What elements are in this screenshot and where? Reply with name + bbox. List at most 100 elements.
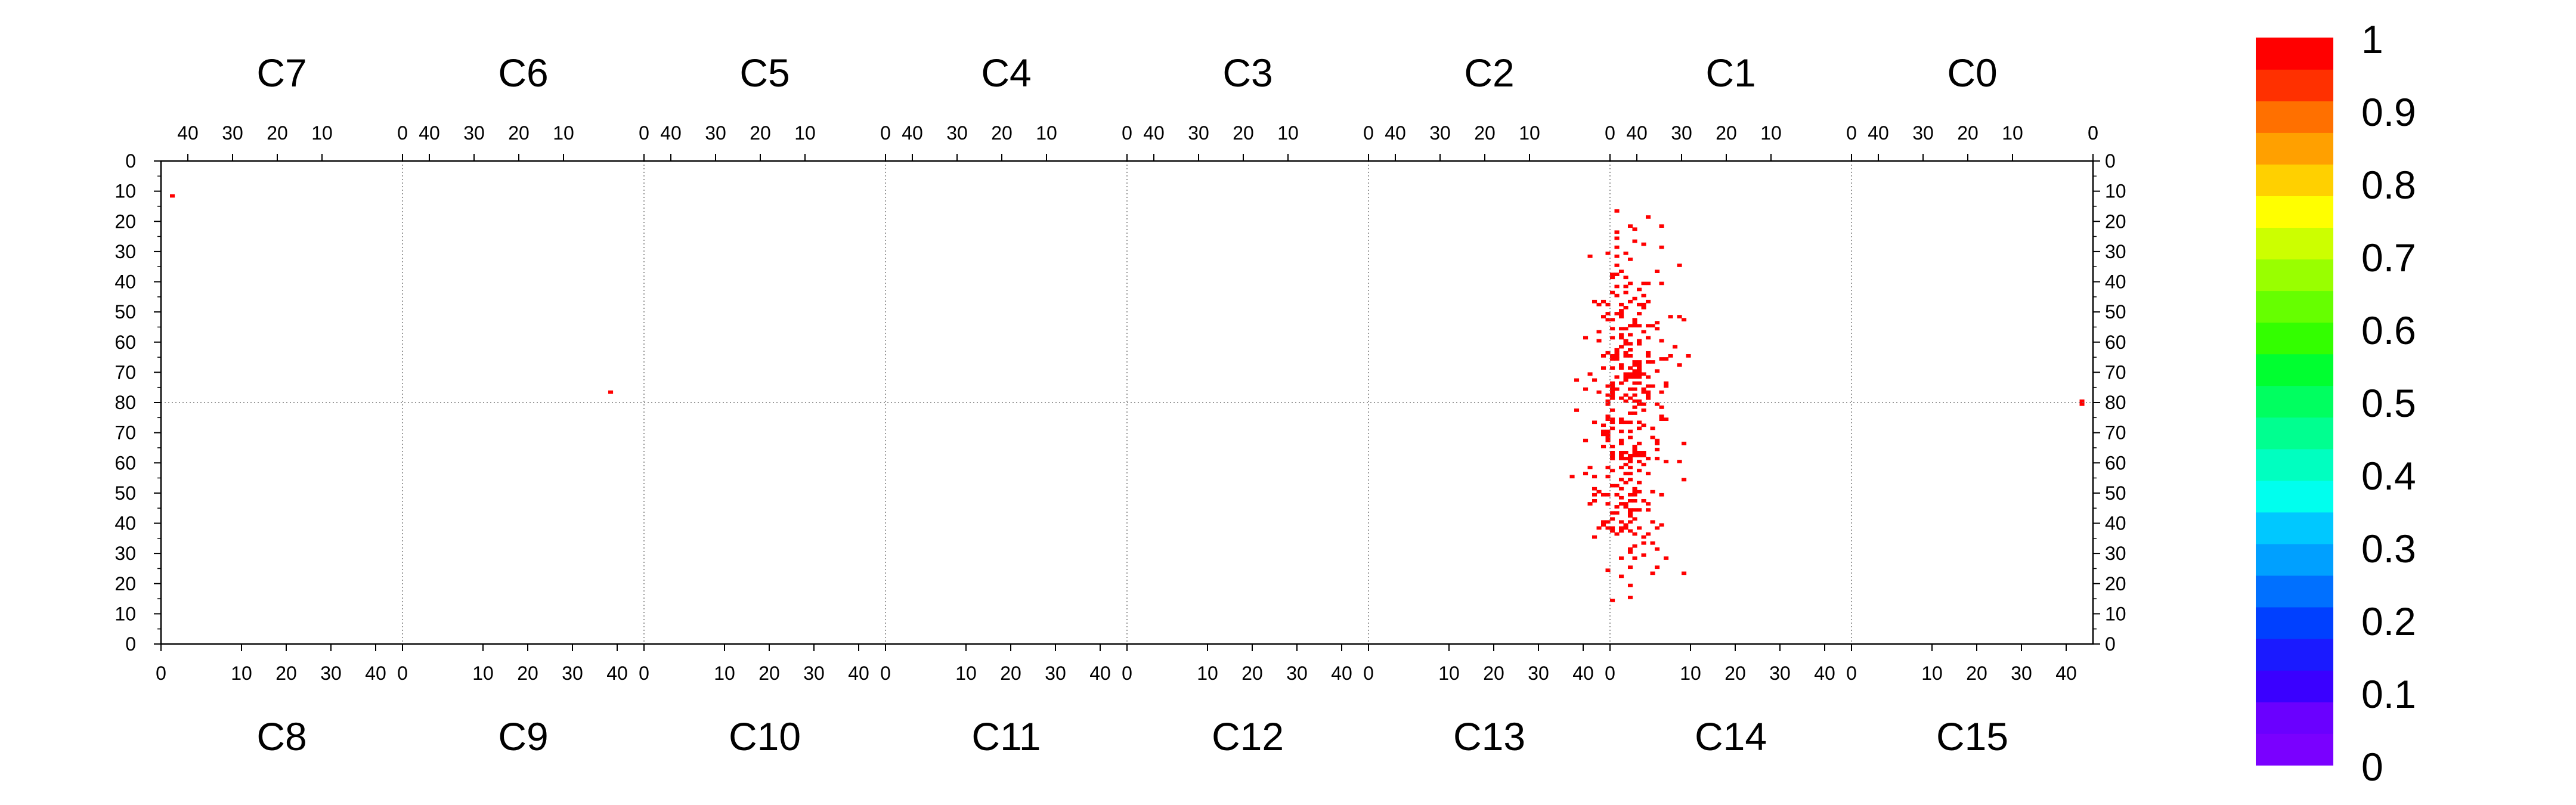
hit-cell (1583, 472, 1589, 476)
hit-cell (1610, 336, 1615, 340)
hit-cell (1632, 454, 1637, 457)
hit-cell (1637, 441, 1642, 445)
hit-cell (1619, 457, 1624, 460)
section-label-top: C5 (739, 51, 789, 95)
hit-cell (1605, 432, 1611, 436)
hit-cell (1610, 381, 1615, 385)
hit-cell (1628, 429, 1633, 434)
hit-cell (1628, 342, 1633, 346)
hit-cell (1596, 390, 1602, 394)
hit-cell (1637, 402, 1642, 406)
hit-cell (1628, 387, 1633, 391)
y-tick-label-left: 80 (114, 392, 136, 413)
bottom-tick-label: 40 (848, 662, 869, 684)
hit-cell (1605, 312, 1611, 315)
y-tick-label-left: 60 (114, 452, 136, 473)
hit-cell (1601, 520, 1606, 524)
hit-cell (1619, 366, 1624, 370)
bottom-tick-label: 40 (365, 662, 386, 684)
hit-cell (1601, 354, 1606, 358)
hit-cell (1610, 599, 1615, 602)
hit-cell (1601, 423, 1606, 428)
hit-cell (170, 194, 175, 198)
top-tick-label: 0 (2088, 122, 2098, 144)
hit-cell (1623, 505, 1628, 509)
hit-cell (1677, 460, 1682, 463)
hit-cell (1619, 417, 1624, 421)
colorbar-tick-label: 1 (2361, 17, 2383, 61)
hit-cell (1619, 502, 1624, 506)
hit-cell (1646, 281, 1651, 286)
hit-cell (1628, 354, 1633, 358)
y-tick-label-left: 30 (114, 241, 136, 262)
hit-cell (1646, 393, 1651, 397)
hit-cell (1641, 408, 1646, 412)
hit-cell (1605, 302, 1611, 306)
colorbar-tick-label: 0.5 (2361, 381, 2416, 425)
hit-cell (1614, 348, 1620, 352)
hit-cell (1619, 420, 1624, 425)
hit-cell (1619, 574, 1624, 578)
colorbar-segment (2256, 385, 2333, 418)
hit-cell (1650, 571, 1655, 575)
hit-cell (1655, 369, 1660, 373)
hit-cell (1628, 366, 1633, 370)
hit-cell (1659, 339, 1664, 343)
colorbar-segment (2256, 354, 2333, 386)
hit-cell (1596, 339, 1602, 343)
hit-cell (1659, 417, 1664, 421)
hit-cell (2079, 399, 2085, 403)
y-tick-label-left: 70 (114, 422, 136, 444)
hit-cell (1610, 426, 1615, 431)
hit-cell (1628, 375, 1633, 379)
hit-cell (1637, 454, 1642, 457)
hit-cell (1619, 270, 1624, 273)
hit-cell (1646, 354, 1651, 358)
hit-cell (1619, 396, 1624, 400)
hit-cell (1628, 550, 1633, 554)
hit-cell (1619, 345, 1624, 349)
hit-cell (1623, 306, 1628, 309)
y-tick-label-right: 60 (2105, 332, 2126, 353)
hit-cell (1632, 517, 1637, 521)
hit-cell (1673, 345, 1678, 349)
hit-cell (1628, 224, 1633, 228)
hit-cell (1628, 478, 1633, 482)
hit-cell (1601, 493, 1606, 497)
hit-cell (1632, 321, 1637, 324)
section-label-bottom: C12 (1212, 714, 1284, 758)
hit-cell (1610, 469, 1615, 473)
hit-cell (1632, 239, 1637, 243)
hit-cell (1632, 405, 1637, 409)
hit-cell (1619, 556, 1624, 560)
top-tick-label: 0 (2088, 122, 2098, 144)
hit-cell (1614, 357, 1620, 361)
colorbar-segment (2256, 132, 2333, 165)
hit-cell (1632, 369, 1637, 373)
hit-cell (1637, 363, 1642, 367)
hit-cell (1628, 596, 1633, 599)
bottom-tick-label: 0 (1605, 662, 1615, 684)
hit-cell (1659, 245, 1664, 249)
hit-cell (1677, 363, 1682, 367)
top-tick-label: 20 (508, 122, 530, 144)
bottom-tick-label: 30 (320, 662, 342, 684)
section-label-top: C4 (981, 51, 1031, 95)
y-tick-label-left: 0 (125, 633, 136, 655)
hit-cell (1659, 414, 1664, 418)
y-tick-label-left: 20 (114, 573, 136, 595)
colorbar-segment (2256, 543, 2333, 576)
y-tick-label-right: 60 (2105, 452, 2126, 473)
hit-cell (1614, 254, 1620, 258)
bottom-tick-label: 30 (2011, 662, 2032, 684)
section-label-bottom: C15 (1936, 714, 2008, 758)
top-tick-label: 10 (311, 122, 333, 144)
hit-cell (1632, 532, 1637, 536)
hit-cell (1664, 460, 1669, 463)
hit-cell (1614, 351, 1620, 355)
hit-cell (1646, 215, 1651, 219)
y-tick-label-left: 10 (114, 603, 136, 624)
hit-cell (1623, 481, 1628, 485)
colorbar-tick-label: 0.3 (2361, 527, 2416, 571)
hit-cell (1587, 254, 1593, 258)
